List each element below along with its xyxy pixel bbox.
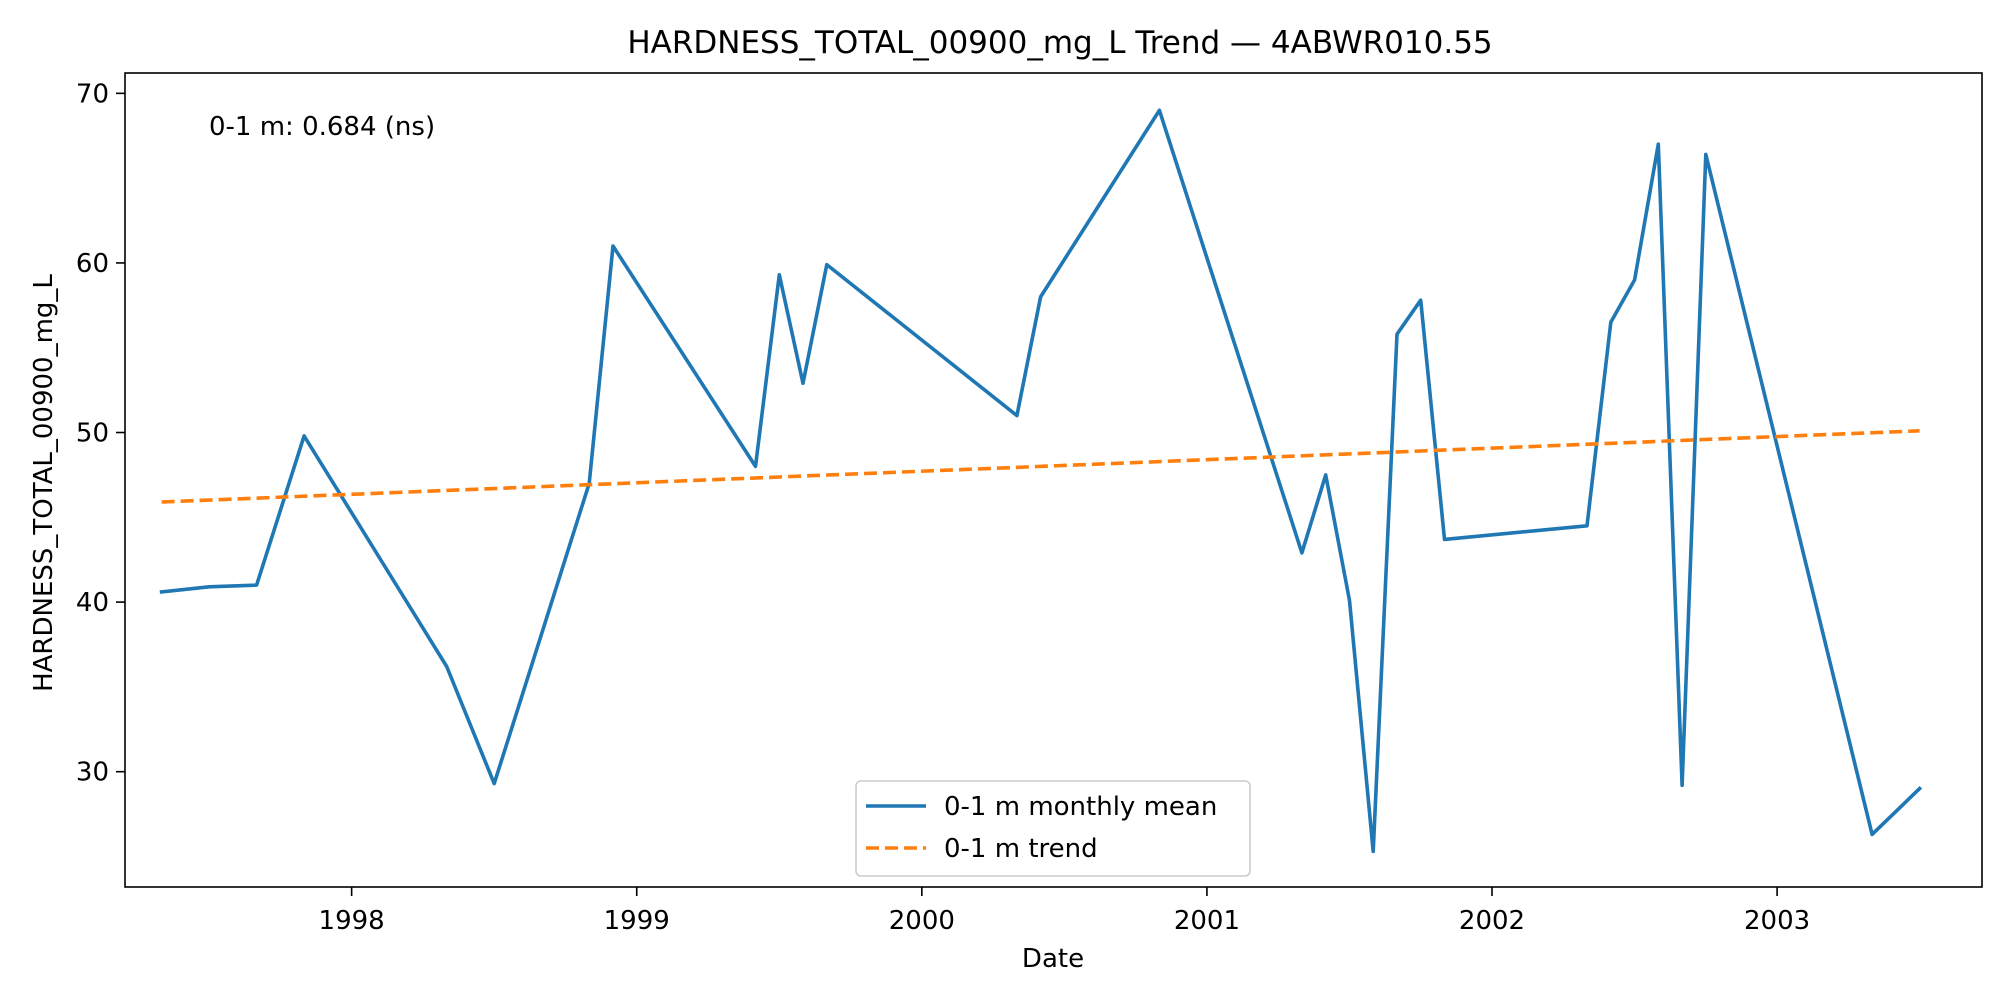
x-axis-label: Date: [1022, 944, 1084, 974]
series-line-monthly-mean: [159, 108, 1923, 854]
trend-annotation: 0-1 m: 0.684 (ns): [209, 112, 435, 142]
x-tick-label: 1998: [319, 906, 385, 936]
legend-label-trend: 0-1 m trend: [944, 834, 1098, 864]
legend-box: [855, 780, 1251, 877]
chart-title: HARDNESS_TOTAL_00900_mg_L Trend — 4ABWR0…: [627, 25, 1492, 61]
y-axis-ticks: 30 40 50 60 70: [76, 79, 125, 788]
y-axis-label: HARDNESS_TOTAL_00900_mg_L: [29, 274, 59, 692]
y-tick-label: 50: [76, 419, 109, 449]
y-tick-label: 60: [76, 249, 109, 279]
series-line-trend: [161, 429, 1920, 504]
legend: 0-1 m monthly mean 0-1 m trend: [855, 780, 1251, 877]
x-tick-label: 2001: [1174, 906, 1240, 936]
plot-area-frame: [124, 72, 1983, 888]
legend-label-monthly-mean: 0-1 m monthly mean: [944, 792, 1217, 822]
y-tick-label: 30: [76, 758, 109, 788]
x-axis-ticks: 1998 1999 2000 2001 2002 2003: [319, 887, 1810, 936]
x-tick-label: 2002: [1459, 906, 1525, 936]
x-tick-label: 2000: [889, 906, 955, 936]
series-layer: [159, 108, 1923, 854]
x-tick-label: 1999: [604, 906, 670, 936]
y-tick-label: 40: [76, 588, 109, 618]
x-tick-label: 2003: [1744, 906, 1810, 936]
y-tick-label: 70: [76, 79, 109, 109]
